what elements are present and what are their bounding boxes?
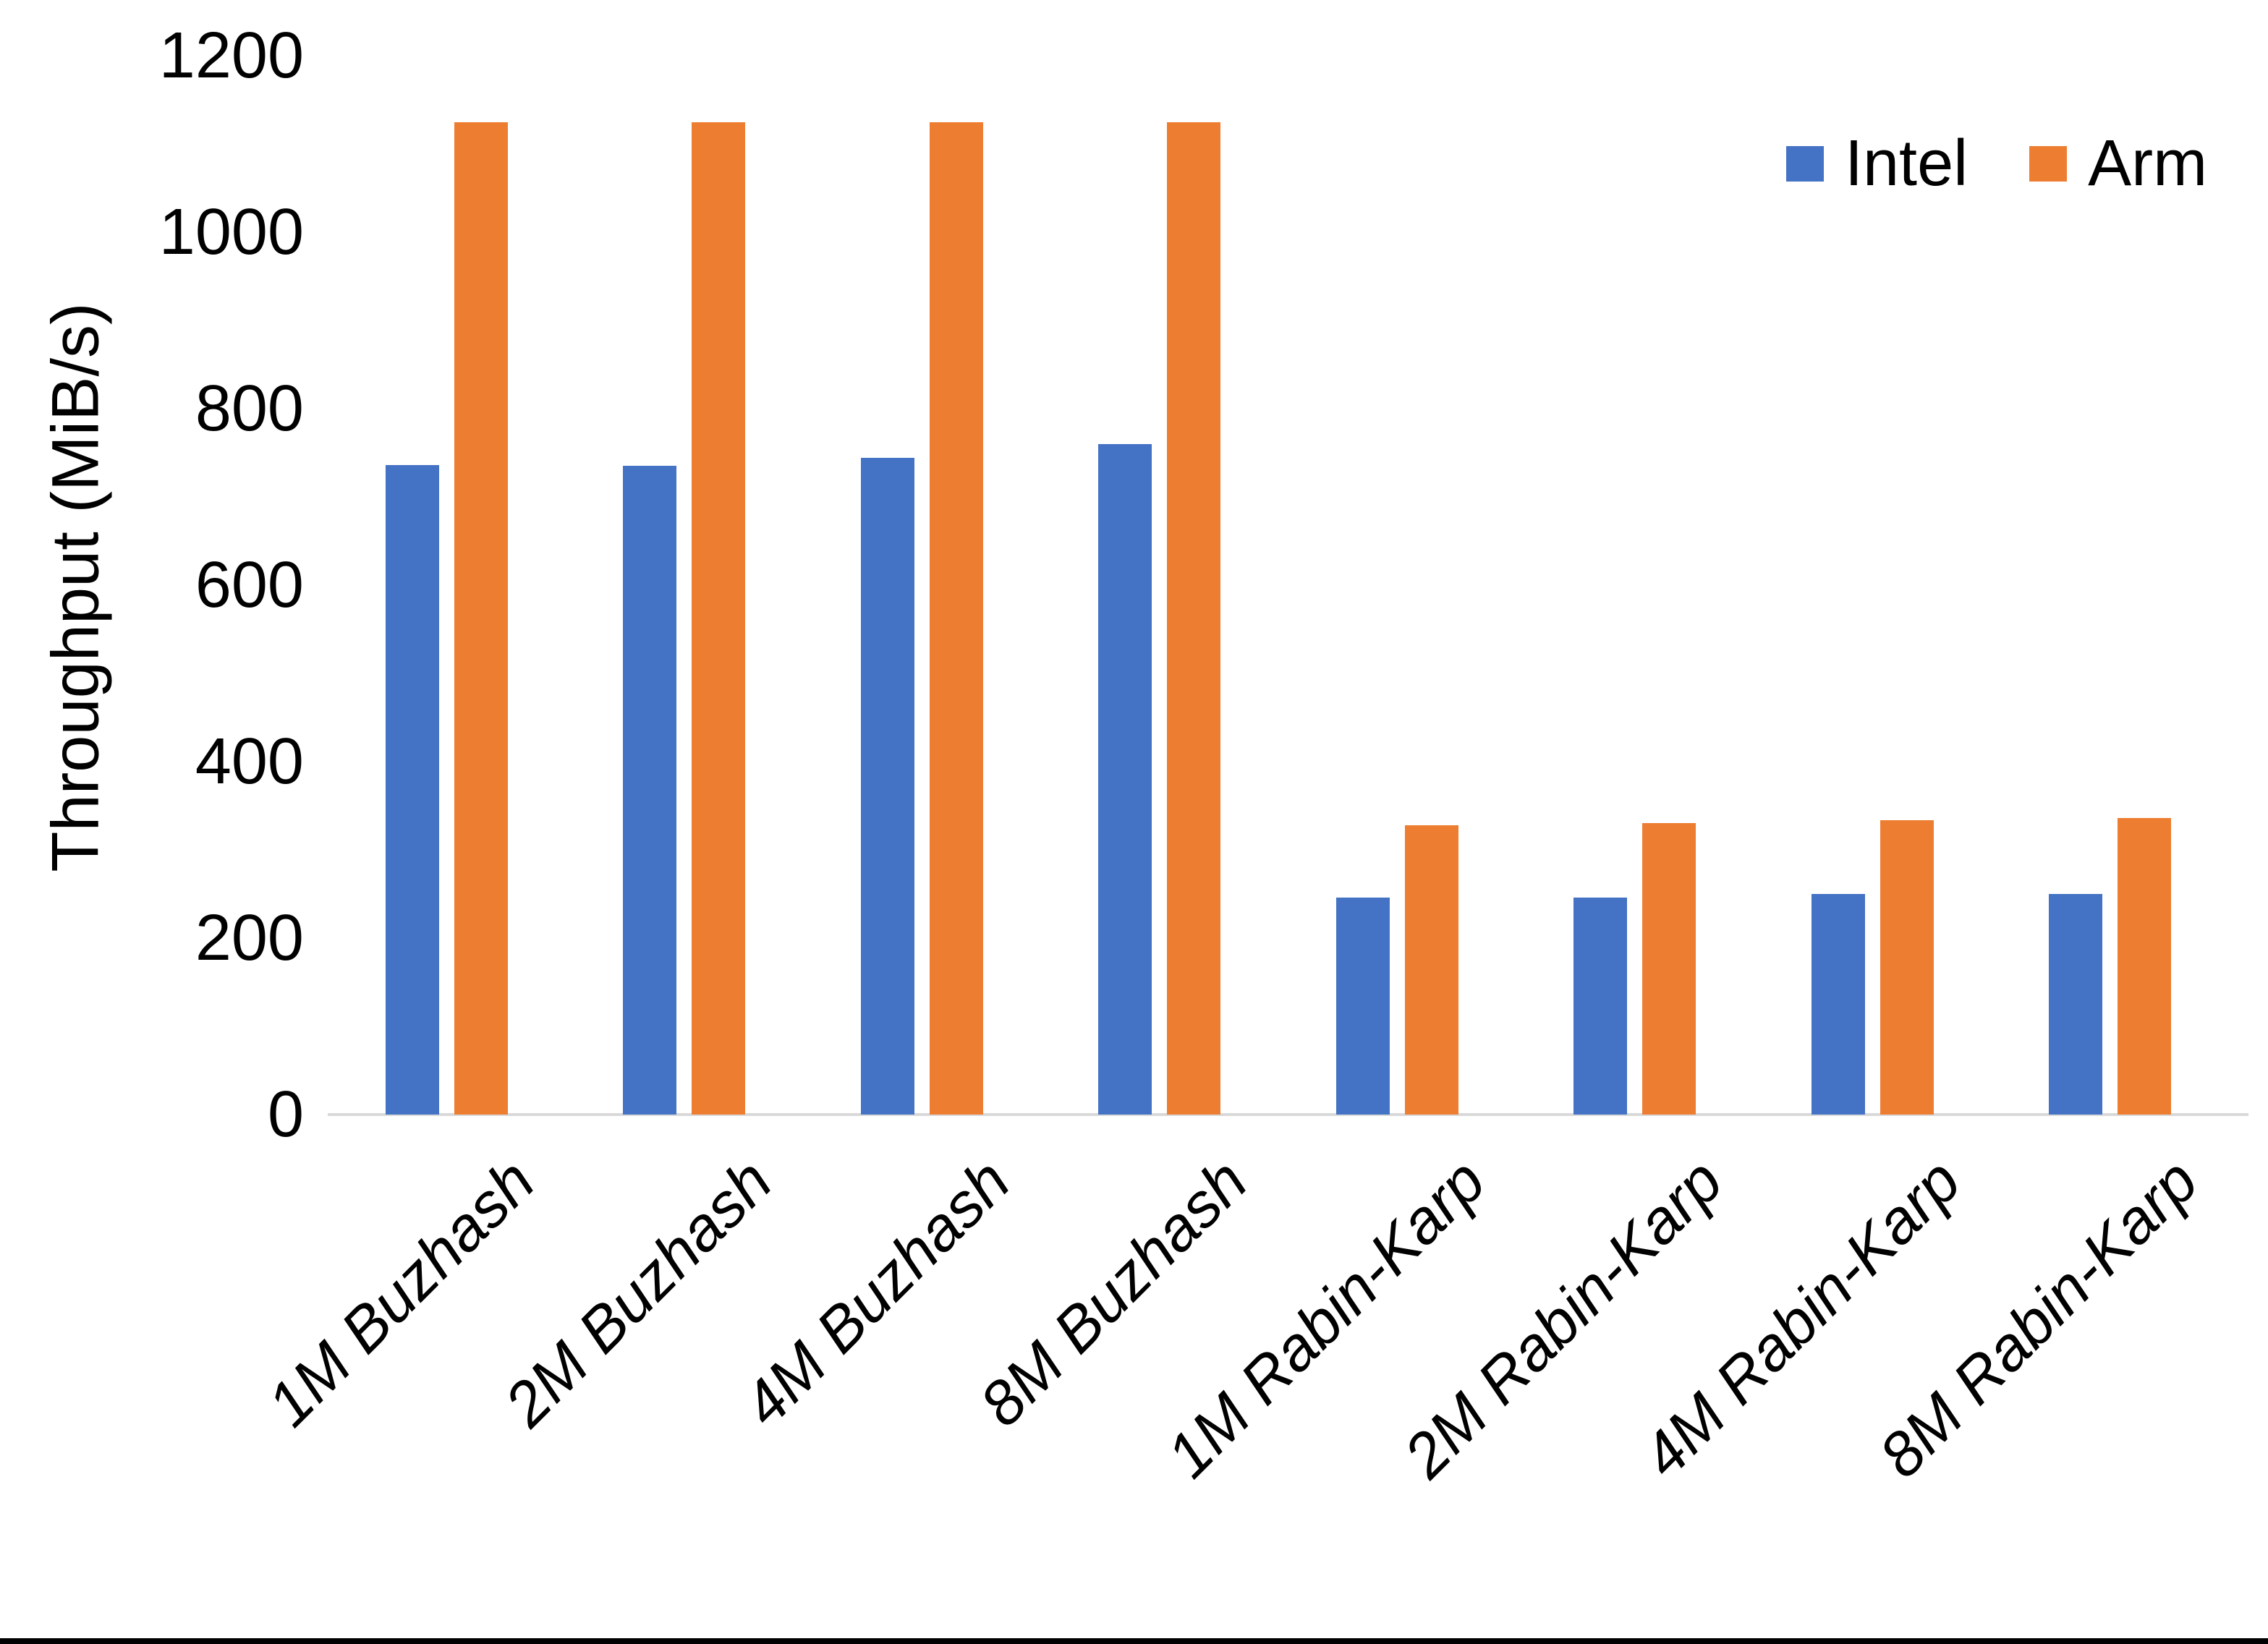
y-tick-400: 400 [195,725,304,798]
y-tick-1000: 1000 [158,196,304,268]
y-tick-1200: 1200 [158,20,304,92]
legend-item-arm: Arm [2029,131,2207,196]
bar-arm-1m-buzhash [454,122,508,1115]
y-tick-200: 200 [195,902,304,974]
y-tick-800: 800 [195,372,304,445]
bar-intel-1m-buzhash [386,465,439,1115]
bar-arm-4m-buzhash [930,122,983,1115]
bottom-border [0,1638,2268,1644]
bar-arm-8m-buzhash [1167,122,1220,1115]
bar-arm-2m-buzhash [692,122,745,1115]
legend-label-intel: Intel [1845,127,1968,200]
y-tick-600: 600 [195,549,304,621]
bar-arm-8m-rabin-karp [2118,818,2171,1115]
bar-arm-2m-rabin-karp [1642,823,1696,1115]
bar-intel-4m-rabin-karp [1812,894,1865,1115]
bar-intel-2m-rabin-karp [1573,897,1627,1115]
legend-label-arm: Arm [2088,127,2208,200]
legend-swatch-arm [2029,145,2068,182]
bar-intel-4m-buzhash [861,458,914,1115]
legend: Intel Arm [1786,131,2207,196]
bar-arm-1m-rabin-karp [1405,825,1458,1115]
legend-swatch-intel [1786,145,1824,182]
bar-arm-4m-rabin-karp [1880,819,1934,1115]
bar-intel-8m-rabin-karp [2049,894,2102,1115]
bar-intel-2m-buzhash [623,466,676,1115]
bar-intel-8m-buzhash [1098,443,1152,1115]
bar-intel-1m-rabin-karp [1336,897,1390,1115]
legend-item-intel: Intel [1786,131,1968,196]
x-axis-line [328,1113,2248,1116]
y-tick-0: 0 [267,1078,304,1151]
